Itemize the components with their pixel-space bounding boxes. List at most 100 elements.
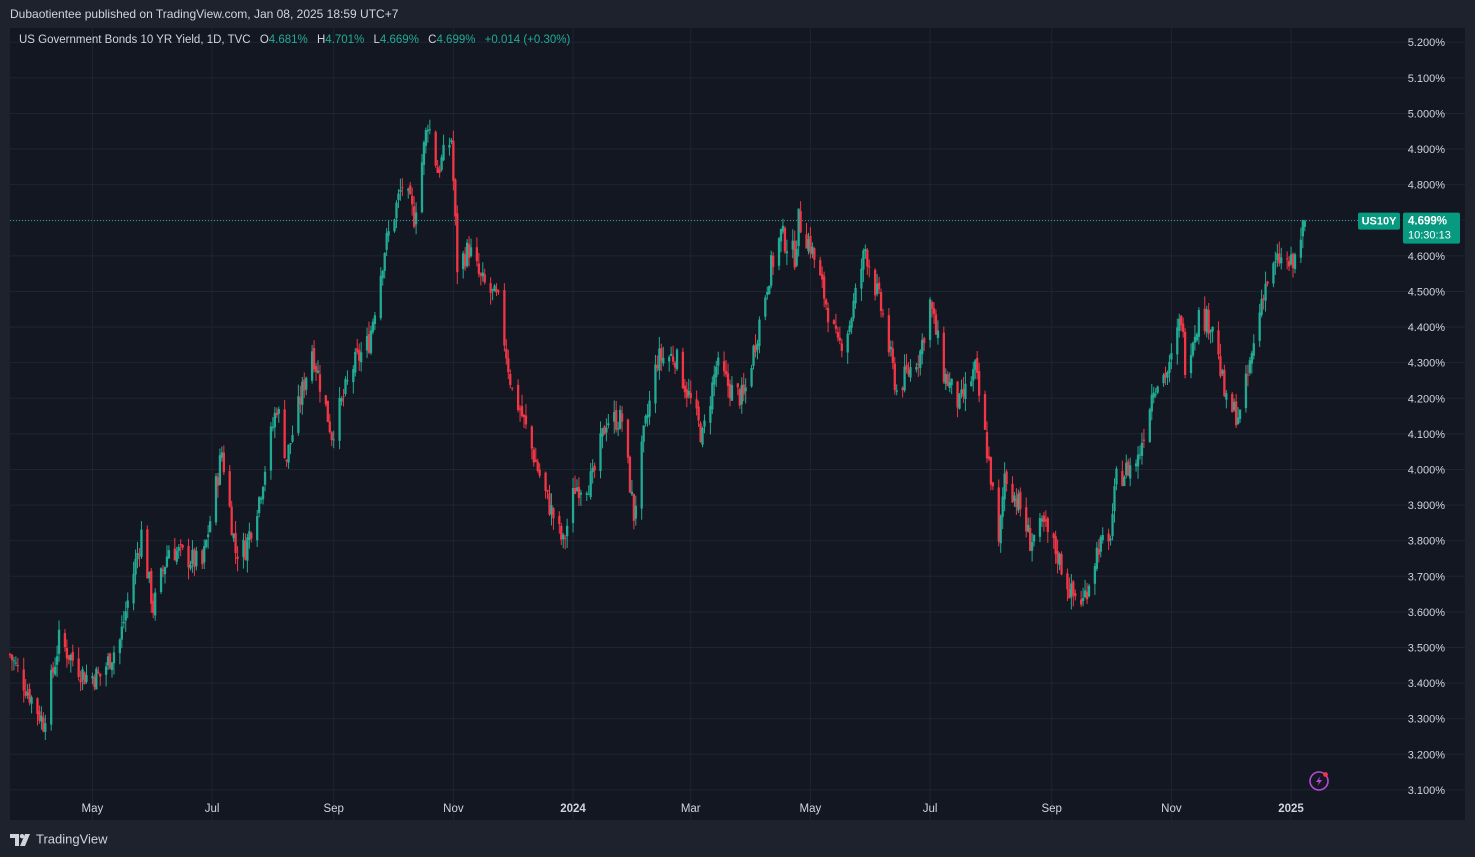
candle bbox=[824, 298, 828, 311]
candle bbox=[511, 387, 514, 391]
candle-body bbox=[593, 465, 596, 471]
lightning-bolt-icon[interactable] bbox=[1309, 771, 1329, 791]
candle-body bbox=[77, 658, 80, 678]
candle bbox=[1072, 579, 1075, 607]
candle-body bbox=[236, 556, 239, 559]
candle bbox=[83, 671, 86, 685]
candle bbox=[944, 368, 947, 391]
candle bbox=[67, 655, 71, 665]
candle bbox=[1238, 409, 1242, 423]
candle-body bbox=[1030, 542, 1034, 551]
y-tick-label: 3.200% bbox=[1408, 749, 1446, 761]
candle-body bbox=[571, 488, 575, 524]
candle-body bbox=[1148, 409, 1151, 443]
candle-body bbox=[152, 600, 155, 614]
candle bbox=[1285, 251, 1289, 270]
candle bbox=[230, 500, 233, 536]
candle-body bbox=[634, 505, 637, 519]
candle bbox=[248, 522, 251, 549]
candle-body bbox=[821, 274, 824, 280]
symbol-tag-label: US10Y bbox=[1362, 216, 1398, 228]
candle bbox=[1197, 307, 1201, 345]
y-tick-label: 3.900% bbox=[1408, 500, 1446, 512]
candle bbox=[448, 137, 451, 156]
candle bbox=[771, 252, 775, 275]
candle-body bbox=[271, 426, 275, 429]
candle-body bbox=[79, 679, 82, 683]
candle bbox=[518, 405, 522, 422]
candle-body bbox=[275, 412, 278, 416]
candle bbox=[242, 532, 245, 569]
time-axis: May Jul Sep Nov 2024 Mar May Jul Sep Nov 2025 bbox=[82, 803, 1305, 815]
candle bbox=[360, 342, 363, 372]
candle bbox=[1138, 445, 1142, 460]
chart-pane[interactable] bbox=[10, 28, 1465, 820]
candle bbox=[846, 330, 849, 364]
candle bbox=[1225, 390, 1228, 409]
candle bbox=[36, 697, 39, 726]
candle bbox=[703, 414, 706, 434]
y-tick-label: 4.000% bbox=[1408, 464, 1446, 476]
symbol-tag-bg bbox=[1358, 212, 1400, 230]
candle-body bbox=[110, 662, 114, 671]
candle bbox=[548, 484, 551, 516]
candle bbox=[632, 493, 636, 530]
candle bbox=[277, 406, 280, 423]
candle bbox=[893, 356, 896, 395]
candle-body bbox=[618, 409, 622, 429]
candle-body bbox=[915, 366, 918, 370]
candle bbox=[634, 495, 637, 526]
candle bbox=[163, 566, 167, 584]
candle bbox=[1150, 383, 1153, 421]
candle bbox=[750, 364, 753, 388]
candle-body bbox=[71, 651, 74, 661]
candle-body bbox=[1197, 310, 1201, 337]
candle-body bbox=[562, 534, 565, 539]
candle-body bbox=[395, 202, 398, 219]
candle bbox=[63, 629, 67, 652]
candle bbox=[1272, 261, 1275, 288]
candle-body bbox=[668, 357, 671, 362]
candle-body bbox=[874, 269, 877, 296]
candle bbox=[314, 363, 318, 381]
candle-body bbox=[811, 246, 814, 255]
candle bbox=[866, 248, 869, 275]
candle bbox=[271, 417, 275, 432]
candle-body bbox=[695, 399, 698, 409]
candle bbox=[662, 346, 665, 367]
candle bbox=[438, 165, 441, 178]
candle-body bbox=[1113, 485, 1116, 512]
candle bbox=[709, 396, 712, 435]
candle bbox=[148, 571, 151, 584]
candle-body bbox=[181, 545, 184, 548]
candle bbox=[1211, 326, 1214, 343]
candle bbox=[797, 208, 800, 257]
candle-body bbox=[1244, 373, 1248, 409]
candle bbox=[877, 276, 881, 294]
candle-body bbox=[1032, 534, 1036, 542]
candle-body bbox=[509, 373, 512, 386]
candle-body bbox=[1109, 538, 1112, 541]
candle bbox=[463, 247, 467, 271]
candle bbox=[52, 661, 55, 679]
candle bbox=[110, 662, 114, 678]
candle-body bbox=[387, 231, 390, 236]
candle-body bbox=[399, 189, 402, 192]
open-value: 4.681% bbox=[268, 34, 308, 46]
candle bbox=[246, 533, 249, 573]
candle bbox=[301, 376, 304, 415]
candle bbox=[65, 639, 69, 668]
candle bbox=[599, 421, 602, 479]
candle-body bbox=[483, 274, 486, 283]
candle-body bbox=[1046, 518, 1049, 533]
candle bbox=[1274, 251, 1277, 276]
candle bbox=[889, 340, 893, 357]
open-label: O bbox=[259, 34, 269, 46]
candle bbox=[836, 327, 840, 342]
candle-body bbox=[907, 369, 910, 375]
brand-name: TradingView bbox=[36, 831, 108, 847]
candle-body bbox=[104, 666, 108, 675]
candle-body bbox=[297, 396, 300, 433]
candle-body bbox=[1040, 518, 1044, 522]
